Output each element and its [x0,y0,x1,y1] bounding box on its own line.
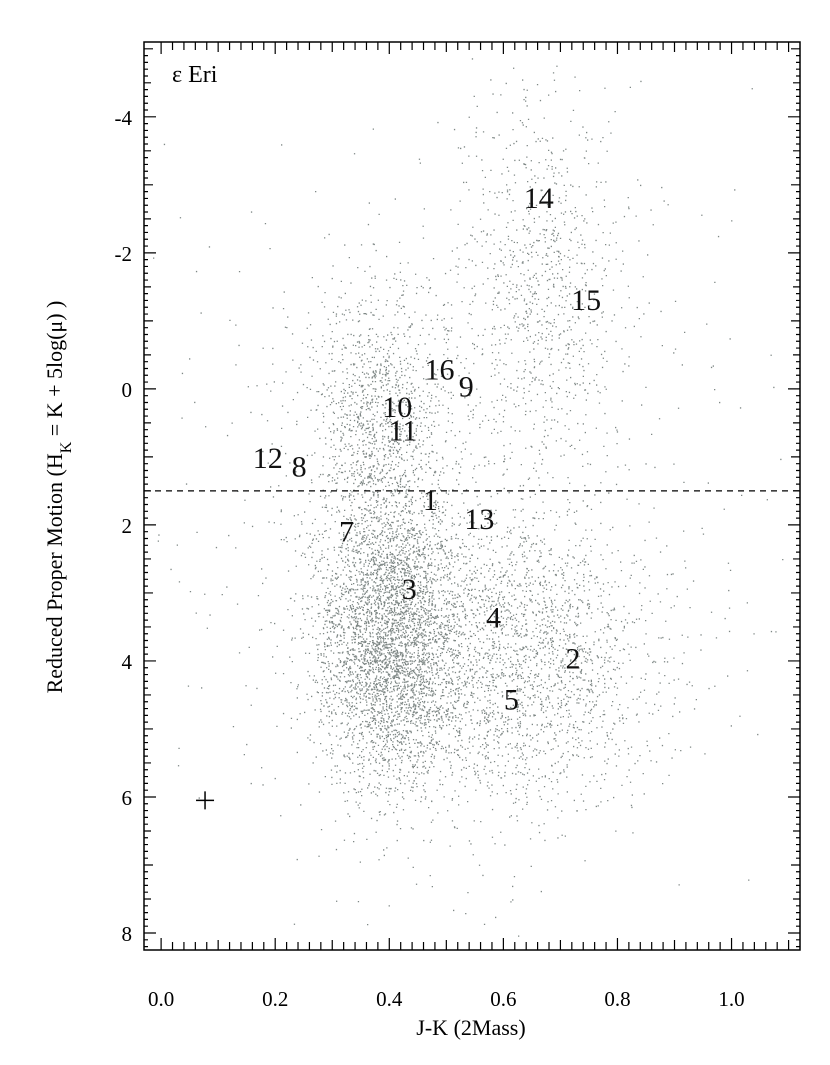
field-star-points [153,58,784,937]
x-tick-label: 1.0 [718,987,744,1011]
axis-ticks [144,42,800,950]
panel-label: ε Eri [172,62,218,88]
field-star-cloud [153,58,784,937]
x-tick-label: 0.0 [148,987,174,1011]
x-tick-label: 0.4 [376,987,403,1011]
y-tick-label: -2 [115,242,133,266]
y-tick-label: 8 [122,922,133,946]
x-tick-label: 0.2 [262,987,288,1011]
star-label-3: 3 [402,573,417,606]
y-axis-title-sub: K [58,441,75,453]
star-label-5: 5 [504,683,519,716]
x-tick-labels: 0.0 0.2 0.4 0.6 0.8 1.0 [148,987,745,1011]
y-tick-label: 6 [122,786,133,810]
tick-marks [144,42,800,950]
y-tick-labels: -4 -2 0 2 4 6 8 [115,106,133,946]
star-label-13: 13 [464,503,494,536]
y-axis-title-main: Reduced Proper Motion (H [42,453,67,693]
star-label-14: 14 [524,182,554,215]
y-axis-title: Reduced Proper Motion (HK = K + 5log(μ) … [42,301,75,694]
plot-frame [143,41,801,951]
y-tick-label: -4 [115,106,133,130]
x-tick-label: 0.8 [604,987,630,1011]
error-bar-marker [196,791,215,810]
star-label-9: 9 [459,370,474,403]
star-label-15: 15 [571,284,601,317]
star-label-16: 16 [424,353,454,386]
y-tick-label: 2 [122,514,133,538]
star-label-1: 1 [423,484,438,517]
y-tick-label: 4 [122,650,133,674]
star-label-10: 10 [382,391,412,424]
star-label-4: 4 [486,602,501,635]
x-axis-title: J-K (2Mass) [416,1015,525,1040]
star-label-11: 11 [389,415,418,448]
star-label-12: 12 [253,442,283,475]
star-label-8: 8 [292,451,307,484]
star-label-7: 7 [339,515,354,548]
y-tick-label: 0 [122,378,133,402]
y-axis-title-rest: = K + 5log(μ) ) [42,301,67,442]
star-label-2: 2 [565,643,580,676]
x-tick-label: 0.6 [490,987,516,1011]
